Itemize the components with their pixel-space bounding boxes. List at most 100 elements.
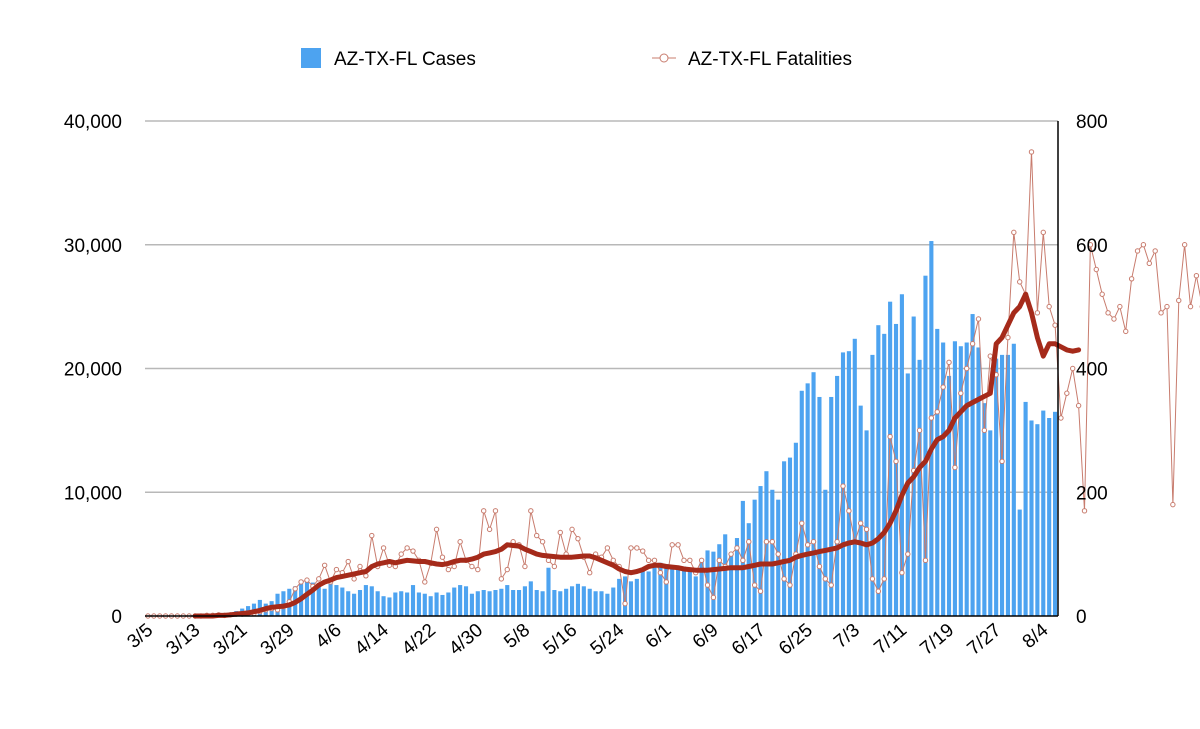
fatalities-point bbox=[1124, 329, 1128, 333]
fatalities-point bbox=[717, 558, 721, 562]
fatalities-point bbox=[1129, 277, 1133, 281]
cases-bar bbox=[723, 534, 727, 616]
fatalities-point bbox=[535, 533, 539, 537]
cases-bar bbox=[847, 351, 851, 616]
cases-bar bbox=[1029, 420, 1033, 616]
fatalities-point bbox=[970, 342, 974, 346]
fatalities-point bbox=[646, 558, 650, 562]
fatalities-point bbox=[299, 580, 303, 584]
fatalities-point bbox=[1076, 403, 1080, 407]
fatalities-point bbox=[605, 546, 609, 550]
cases-bar bbox=[918, 360, 922, 616]
fatalities-point bbox=[1071, 366, 1075, 370]
fatalities-point bbox=[405, 546, 409, 550]
cases-bar bbox=[488, 591, 492, 616]
cases-bar bbox=[806, 383, 810, 616]
x-tick-label: 7/27 bbox=[964, 620, 1006, 660]
fatalities-point bbox=[1165, 304, 1169, 308]
cases-bar bbox=[729, 554, 733, 616]
fatalities-point bbox=[1053, 323, 1057, 327]
fatalities-point bbox=[670, 543, 674, 547]
cases-bar bbox=[305, 581, 309, 616]
cases-bar bbox=[423, 594, 427, 616]
cases-bar bbox=[499, 589, 503, 616]
fatalities-point bbox=[841, 484, 845, 488]
fatalities-point bbox=[1118, 304, 1122, 308]
fatalities-point bbox=[481, 509, 485, 513]
fatalities-point bbox=[965, 366, 969, 370]
cases-bar bbox=[682, 567, 686, 617]
fatalities-point bbox=[370, 533, 374, 537]
x-tick-label: 3/13 bbox=[162, 620, 204, 660]
cases-bar bbox=[446, 592, 450, 616]
cases-bar bbox=[511, 590, 515, 616]
cases-bar bbox=[505, 585, 509, 616]
cases-bar bbox=[576, 584, 580, 616]
cases-bar bbox=[411, 585, 415, 616]
fatalities-point bbox=[664, 580, 668, 584]
fatalities-point bbox=[293, 587, 297, 591]
cases-bar bbox=[971, 314, 975, 616]
fatalities-point bbox=[676, 543, 680, 547]
fatalities-point bbox=[747, 540, 751, 544]
cases-bar bbox=[947, 376, 951, 616]
right-tick-label: 0 bbox=[1076, 607, 1087, 628]
cases-bar bbox=[935, 329, 939, 616]
fatalities-point bbox=[576, 536, 580, 540]
cases-bar bbox=[652, 565, 656, 616]
fatalities-average-series bbox=[195, 294, 1079, 616]
fatalities-point bbox=[546, 558, 550, 562]
cases-bar bbox=[570, 586, 574, 616]
cases-bar bbox=[694, 576, 698, 616]
fatalities-point bbox=[458, 540, 462, 544]
fatalities-point bbox=[776, 552, 780, 556]
fatalities-point bbox=[1059, 416, 1063, 420]
x-tick-label: 7/11 bbox=[870, 620, 911, 659]
fatalities-point bbox=[959, 391, 963, 395]
fatalities-point bbox=[823, 577, 827, 581]
fatalities-point bbox=[682, 558, 686, 562]
x-tick-label: 6/1 bbox=[642, 620, 676, 653]
fatalities-point bbox=[505, 567, 509, 571]
cases-bar bbox=[546, 568, 550, 616]
x-tick-label: 6/25 bbox=[775, 620, 817, 660]
cases-bar bbox=[405, 592, 409, 616]
cases-bar bbox=[452, 588, 456, 616]
cases-bar bbox=[493, 590, 497, 616]
left-tick-label: 30,000 bbox=[64, 236, 122, 257]
cases-bar bbox=[788, 458, 792, 616]
fatalities-point bbox=[1135, 249, 1139, 253]
fatalities-point bbox=[305, 578, 309, 582]
cases-bar bbox=[594, 591, 598, 616]
cases-bar bbox=[953, 341, 957, 616]
fatalities-average-line bbox=[195, 294, 1079, 616]
fatalities-point bbox=[1153, 249, 1157, 253]
fatalities-point bbox=[882, 577, 886, 581]
fatalities-point bbox=[346, 559, 350, 563]
cases-bar bbox=[747, 523, 751, 616]
fatalities-point bbox=[805, 543, 809, 547]
cases-bar bbox=[782, 461, 786, 616]
fatalities-point bbox=[741, 558, 745, 562]
fatalities-point bbox=[381, 546, 385, 550]
fatalities-point bbox=[499, 577, 503, 581]
cases-bar bbox=[629, 581, 633, 616]
fatalities-point bbox=[358, 564, 362, 568]
fatalities-point bbox=[1041, 230, 1045, 234]
cases-bar bbox=[617, 579, 621, 616]
fatalities-point bbox=[434, 527, 438, 531]
cases-bar bbox=[611, 588, 615, 616]
cases-bar bbox=[976, 347, 980, 616]
cases-bar bbox=[535, 590, 539, 616]
fatalities-point bbox=[1006, 335, 1010, 339]
cases-bar bbox=[941, 343, 945, 616]
fatalities-point bbox=[317, 577, 321, 581]
cases-bar bbox=[352, 594, 356, 616]
cases-bar bbox=[523, 586, 527, 616]
fatalities-point bbox=[1018, 280, 1022, 284]
fatalities-point bbox=[953, 465, 957, 469]
fatalities-point bbox=[817, 564, 821, 568]
fatalities-point bbox=[800, 521, 804, 525]
fatalities-point bbox=[1012, 230, 1016, 234]
fatalities-point bbox=[493, 509, 497, 513]
